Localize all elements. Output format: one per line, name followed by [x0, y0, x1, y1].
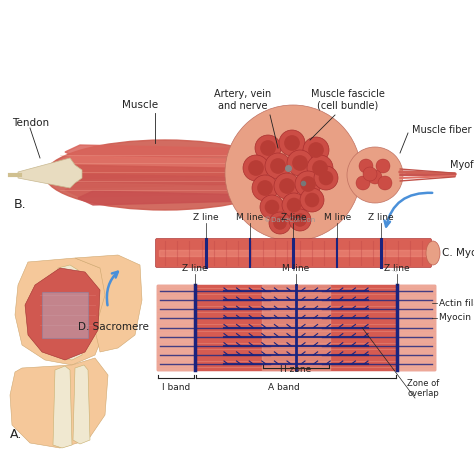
Text: M line: M line: [283, 264, 310, 273]
Ellipse shape: [45, 140, 285, 210]
Circle shape: [287, 198, 301, 212]
Text: Myofibril: Myofibril: [450, 160, 474, 170]
Circle shape: [271, 159, 285, 173]
Circle shape: [265, 200, 279, 213]
Circle shape: [363, 167, 377, 181]
Ellipse shape: [426, 241, 440, 265]
Circle shape: [252, 175, 278, 201]
Polygon shape: [18, 158, 82, 188]
Text: Actin filament: Actin filament: [439, 298, 474, 308]
Circle shape: [378, 176, 392, 190]
Bar: [397, 285, 435, 370]
Text: ©DaveCarlson: ©DaveCarlson: [264, 217, 316, 223]
Text: I band: I band: [162, 383, 190, 392]
Circle shape: [313, 161, 327, 175]
Text: Tendon: Tendon: [12, 118, 49, 128]
Circle shape: [359, 159, 373, 173]
Circle shape: [258, 181, 272, 195]
Circle shape: [261, 141, 275, 155]
Text: Artery, vein
and nerve: Artery, vein and nerve: [214, 89, 272, 111]
Text: Muscle fascicle
(cell bundle): Muscle fascicle (cell bundle): [311, 89, 385, 111]
Text: A band: A band: [268, 383, 300, 392]
Polygon shape: [10, 358, 108, 448]
Text: Z line: Z line: [384, 264, 410, 273]
Polygon shape: [75, 255, 142, 352]
Circle shape: [356, 176, 370, 190]
Circle shape: [243, 155, 269, 181]
Circle shape: [285, 136, 299, 150]
Polygon shape: [42, 292, 88, 338]
Text: Myocin filament: Myocin filament: [439, 313, 474, 323]
Circle shape: [307, 155, 333, 181]
Circle shape: [301, 177, 315, 191]
Text: Z line: Z line: [281, 213, 306, 222]
Text: B.: B.: [14, 198, 27, 212]
Polygon shape: [53, 366, 72, 448]
Circle shape: [260, 195, 284, 219]
Polygon shape: [56, 265, 82, 360]
Text: M line: M line: [324, 213, 351, 222]
Polygon shape: [15, 258, 108, 365]
Circle shape: [269, 212, 291, 234]
Bar: [157, 285, 435, 370]
Circle shape: [376, 159, 390, 173]
Circle shape: [319, 172, 333, 185]
Circle shape: [293, 156, 307, 170]
Bar: [262, 285, 330, 370]
Polygon shape: [73, 365, 90, 444]
Polygon shape: [65, 183, 265, 197]
Polygon shape: [25, 268, 100, 360]
Bar: [157, 285, 195, 370]
Text: Zone of
overlap: Zone of overlap: [407, 379, 439, 398]
Polygon shape: [50, 165, 280, 179]
Circle shape: [295, 171, 321, 197]
Circle shape: [289, 209, 311, 231]
Circle shape: [287, 150, 313, 176]
Text: Muscle fiber: Muscle fiber: [412, 125, 472, 135]
Bar: [195, 285, 397, 370]
Text: Z line: Z line: [193, 213, 219, 222]
Circle shape: [279, 130, 305, 156]
Circle shape: [274, 173, 300, 199]
Polygon shape: [55, 156, 275, 170]
Text: Z line: Z line: [368, 213, 394, 222]
FancyBboxPatch shape: [155, 238, 431, 268]
Polygon shape: [78, 191, 252, 205]
Polygon shape: [65, 145, 265, 159]
Circle shape: [265, 153, 291, 179]
Circle shape: [280, 179, 294, 193]
Circle shape: [249, 161, 263, 175]
Text: D. Sacromere: D. Sacromere: [78, 323, 149, 333]
Circle shape: [347, 147, 403, 203]
Text: C. Myofibril: C. Myofibril: [442, 248, 474, 258]
Circle shape: [305, 193, 319, 207]
Circle shape: [300, 188, 324, 212]
Circle shape: [255, 135, 281, 161]
Circle shape: [282, 193, 306, 217]
Circle shape: [303, 137, 329, 163]
Circle shape: [294, 214, 306, 226]
Bar: [159, 250, 428, 256]
Circle shape: [274, 217, 286, 229]
Text: H zone: H zone: [281, 365, 311, 374]
Circle shape: [225, 105, 361, 241]
Text: A.: A.: [10, 429, 22, 441]
Text: Muscle: Muscle: [122, 100, 158, 110]
Circle shape: [314, 166, 338, 190]
Text: Z line: Z line: [182, 264, 208, 273]
Circle shape: [309, 143, 323, 157]
Circle shape: [368, 170, 382, 184]
Text: M line: M line: [236, 213, 264, 222]
Polygon shape: [55, 174, 275, 188]
